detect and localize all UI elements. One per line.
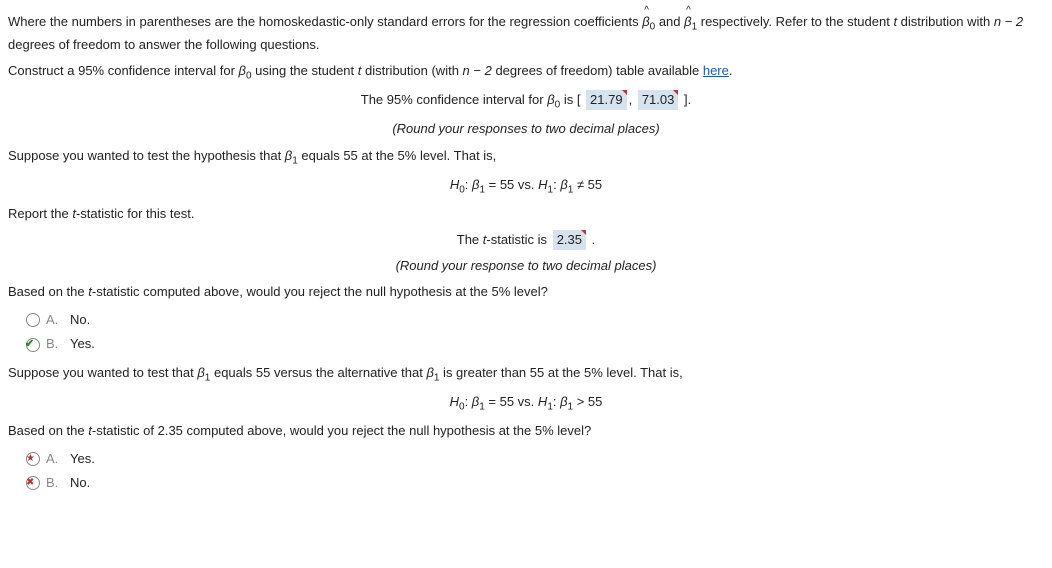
text: The <box>457 232 483 247</box>
text: -statistic of 2.35 computed above, would… <box>92 423 591 438</box>
hypothesis-1: H0: β1 = 55 vs. H1: β1 ≠ 55 <box>8 175 1044 198</box>
construct-ci-paragraph: Construct a 95% confidence interval for … <box>8 61 1044 84</box>
option-text: No. <box>70 473 90 493</box>
radio-icon <box>26 313 40 327</box>
radio-icon-checked <box>26 338 40 352</box>
text: Construct a 95% confidence interval for <box>8 63 239 78</box>
one-sided-intro: Suppose you wanted to test that β1 equal… <box>8 363 1044 386</box>
beta0: β <box>547 92 554 107</box>
H: H <box>450 177 459 192</box>
text: : <box>465 394 472 409</box>
H: H <box>450 394 459 409</box>
text: degrees of freedom) table available <box>492 63 703 78</box>
ci-answer-line: The 95% confidence interval for β0 is [ … <box>8 90 1044 113</box>
here-link[interactable]: here <box>703 63 729 78</box>
option-letter: A. <box>46 449 64 469</box>
H: H <box>538 177 547 192</box>
text: = 55 vs. <box>485 394 538 409</box>
intro-paragraph: Where the numbers in parentheses are the… <box>8 12 1044 55</box>
beta1: β <box>560 177 567 192</box>
q1-option-b[interactable]: B. Yes. <box>8 332 1044 356</box>
text: . <box>588 232 595 247</box>
text: distribution (with <box>361 63 462 78</box>
text: -statistic is <box>486 232 550 247</box>
text: respectively. Refer to the student <box>697 14 893 29</box>
reject-question-2: Based on the t-statistic of 2.35 compute… <box>8 421 1044 441</box>
text: using the student <box>252 63 358 78</box>
hypothesis-intro: Suppose you wanted to test the hypothesi… <box>8 146 1044 169</box>
text: distribution with <box>897 14 994 29</box>
n-minus-2: n − 2 <box>994 14 1023 29</box>
report-tstat: Report the t-statistic for this test. <box>8 204 1044 224</box>
reject-question-1: Based on the t-statistic computed above,… <box>8 282 1044 302</box>
beta1-hat: β <box>684 12 691 32</box>
text: -statistic computed above, would you rej… <box>92 284 548 299</box>
text: equals 55 versus the alternative that <box>210 365 426 380</box>
radio-icon-star <box>26 452 40 466</box>
text: is [ <box>560 92 584 107</box>
text: is greater than 55 at the 5% level. That… <box>439 365 682 380</box>
beta0: β <box>239 63 246 78</box>
beta1: β <box>426 365 433 380</box>
text: > 55 <box>573 394 602 409</box>
tstat-answer-line: The t-statistic is 2.35 . <box>8 230 1044 250</box>
text: and <box>655 14 684 29</box>
text: , <box>629 92 636 107</box>
option-text: No. <box>70 310 90 330</box>
option-letter: B. <box>46 473 64 493</box>
text: Where the numbers in parentheses are the… <box>8 14 642 29</box>
text: degrees of freedom to answer the followi… <box>8 37 319 52</box>
option-letter: B. <box>46 334 64 354</box>
text: -statistic for this test. <box>76 206 194 221</box>
beta0-hat: β <box>642 12 649 32</box>
option-text: Yes. <box>70 449 95 469</box>
round-note-2: (Round your response to two decimal plac… <box>8 256 1044 276</box>
text: ≠ 55 <box>573 177 602 192</box>
round-note-1: (Round your responses to two decimal pla… <box>8 119 1044 139</box>
n-minus-2: n − 2 <box>463 63 492 78</box>
text: = 55 vs. <box>485 177 538 192</box>
ci-high-answer[interactable]: 71.03 <box>638 90 679 110</box>
option-letter: A. <box>46 310 64 330</box>
radio-icon-cross <box>26 476 40 490</box>
text: equals 55 at the 5% level. That is, <box>298 148 497 163</box>
q2-option-b[interactable]: B. No. <box>8 471 1044 495</box>
beta1: β <box>560 394 567 409</box>
text: Suppose you wanted to test the hypothesi… <box>8 148 285 163</box>
beta1: β <box>197 365 204 380</box>
ci-low-answer[interactable]: 21.79 <box>586 90 627 110</box>
text: : <box>465 177 472 192</box>
text: ]. <box>680 92 691 107</box>
option-text: Yes. <box>70 334 95 354</box>
text: Based on the <box>8 284 88 299</box>
text: The 95% confidence interval for <box>361 92 547 107</box>
q2-option-a[interactable]: A. Yes. <box>8 447 1044 471</box>
text: Report the <box>8 206 72 221</box>
text: Based on the <box>8 423 88 438</box>
text: . <box>729 63 733 78</box>
text: Suppose you wanted to test that <box>8 365 197 380</box>
q1-option-a[interactable]: A. No. <box>8 308 1044 332</box>
hypothesis-2: H0: β1 = 55 vs. H1: β1 > 55 <box>8 392 1044 415</box>
tstat-answer[interactable]: 2.35 <box>553 230 586 250</box>
H: H <box>538 394 547 409</box>
